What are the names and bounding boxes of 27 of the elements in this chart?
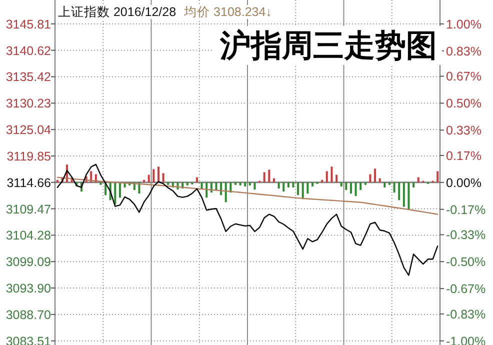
annotation: 均价 3108.234↓ [183,5,272,19]
y-tick-label: 3099.09 [6,255,52,270]
y2-tick-label: 0.50% [446,96,482,111]
y-tick-label: 3125.04 [6,123,52,138]
y-tick-label: 3130.23 [6,96,52,111]
y2-tick-label: -0.67% [446,282,486,296]
chart-subtitle: 上证指数 2016/12/28 [58,5,176,19]
y2-tick-label: 0.00% [446,176,482,190]
y-tick-label: 3145.81 [6,17,52,32]
y2-tick-label: -0.83% [446,307,486,322]
y-tick-label: 3140.62 [6,44,52,58]
y2-tick-label: 0.67% [446,70,482,84]
y-tick-label: 3088.70 [6,308,52,322]
y2-tick-label: -0.50% [446,255,486,270]
y2-tick-label: 1.00% [446,17,482,32]
text: 沪指周三走势图 [219,28,437,63]
y2-tick-label: -0.33% [446,228,486,242]
y2-tick-label: 0.17% [446,148,482,163]
y2-tick-label: 0.33% [446,124,482,138]
y2-tick-label: -0.17% [446,202,486,217]
y2-tick-label: 0.83% [446,44,482,58]
y-tick-label: 3114.66 [6,176,52,190]
y-tick-label: 3104.28 [6,228,52,243]
y-tick-label: 3119.85 [6,149,52,164]
y-tick-label: 3109.47 [6,202,52,216]
y-tick-label: 3135.42 [6,70,52,84]
y-tick-label: 3093.90 [6,282,52,296]
